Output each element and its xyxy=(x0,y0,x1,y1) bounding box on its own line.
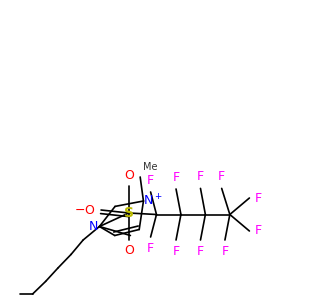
Text: Me: Me xyxy=(143,163,158,172)
Text: O: O xyxy=(124,244,134,256)
Text: F: F xyxy=(254,191,261,205)
Text: F: F xyxy=(172,244,180,257)
Text: $-$O: $-$O xyxy=(74,203,95,217)
Text: F: F xyxy=(197,244,204,257)
Text: N: N xyxy=(88,220,98,233)
Text: F: F xyxy=(221,244,229,257)
Text: F: F xyxy=(218,170,225,183)
Text: F: F xyxy=(197,170,204,183)
Text: S: S xyxy=(124,206,134,220)
Text: F: F xyxy=(147,242,154,254)
Text: O: O xyxy=(124,169,134,182)
Text: F: F xyxy=(254,224,261,238)
Text: N$^+$: N$^+$ xyxy=(143,193,163,209)
Text: F: F xyxy=(172,171,180,184)
Text: F: F xyxy=(147,174,154,187)
